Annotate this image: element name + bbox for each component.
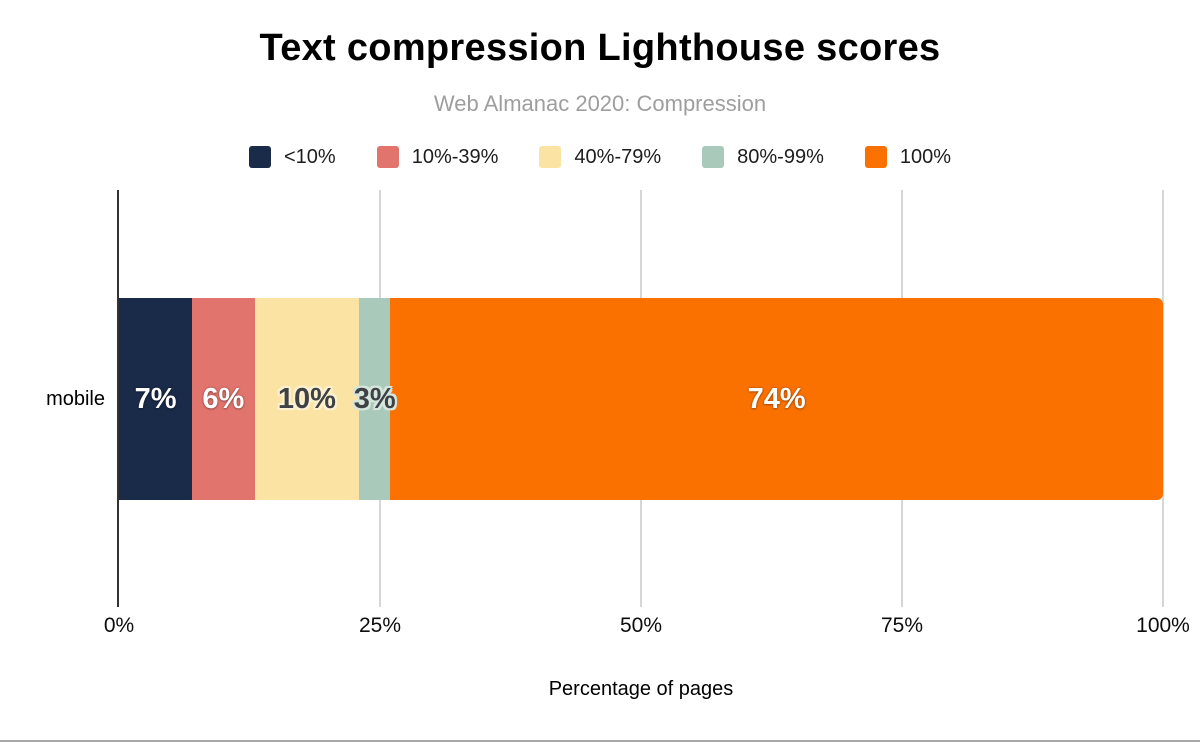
legend-swatch [702, 146, 725, 168]
bar-segment-label: 74% [747, 382, 806, 415]
bar-segment-label: 3% [353, 382, 396, 415]
chart-subtitle: Web Almanac 2020: Compression [433, 91, 767, 116]
plot-area: 7% 6% 10% 3% 74% [117, 190, 1164, 607]
legend-item: 100% [864, 145, 952, 169]
legend-swatch [539, 146, 562, 168]
x-axis-title: Percentage of pages [548, 678, 734, 700]
legend-item: <10% [248, 145, 336, 169]
bar-segment: 10% [254, 298, 360, 500]
page-bottom-divider [0, 740, 1200, 742]
x-tick-label: 75% [880, 614, 924, 637]
bar-segment-label: 10% [277, 382, 336, 415]
stacked-bar: 7% 6% 10% 3% 74% [119, 298, 1163, 500]
x-tick-label: 0% [103, 614, 135, 637]
legend-item: 10%-39% [376, 145, 499, 169]
bar-segment-label: 7% [134, 382, 177, 415]
bar-segment: 6% [192, 298, 255, 500]
bar-segment-label: 6% [202, 382, 245, 415]
legend-item: 80%-99% [702, 146, 824, 169]
legend-swatch [376, 146, 399, 168]
x-tick-label: 100% [1136, 614, 1190, 637]
category-label: mobile [46, 388, 105, 410]
legend-label: 80%-99% [737, 145, 824, 168]
bar-segment: 3% [354, 298, 396, 500]
x-tick-label: 25% [358, 614, 402, 637]
x-tick-label: 50% [619, 614, 663, 637]
gridline [1162, 190, 1164, 607]
legend-label: 100% [899, 145, 952, 168]
legend-item: 40%-79% [539, 146, 661, 169]
legend-label: <10% [283, 145, 336, 168]
bar-segment: 7% [119, 298, 193, 500]
legend-swatch [864, 146, 887, 168]
legend: <10% 10%-39% 40%-79% 80%-99% 100% [0, 141, 1200, 173]
x-axis-ticks: 0% 25% 50% 75% 100% [104, 614, 1190, 640]
legend-label: 40%-79% [574, 145, 662, 168]
bar-segment: 74% [390, 298, 1163, 500]
y-axis-line [117, 190, 119, 607]
legend-label: 10%-39% [411, 145, 499, 168]
legend-swatch [248, 146, 271, 168]
chart-title: Text compression Lighthouse scores [259, 27, 941, 69]
